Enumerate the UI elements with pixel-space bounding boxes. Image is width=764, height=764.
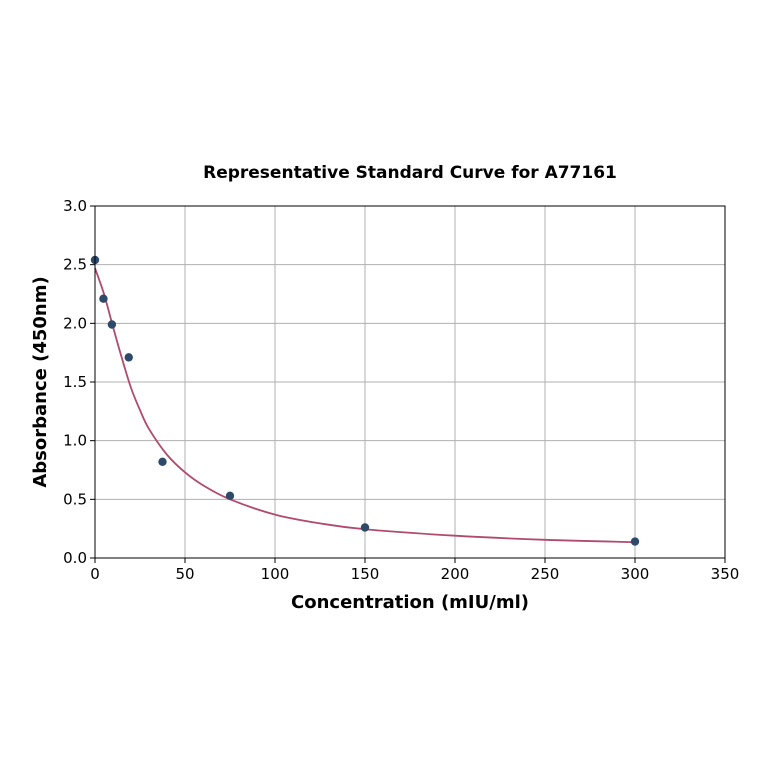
y-tick-label: 1.0 [63, 432, 87, 450]
data-point [99, 294, 108, 303]
data-point [630, 537, 640, 546]
x-tick-label: 300 [621, 565, 650, 583]
y-tick-label: 2.0 [63, 314, 87, 332]
y-axis-label: Absorbance (450nm) [30, 276, 51, 487]
y-tick-label: 3.0 [63, 197, 87, 215]
data-point [124, 353, 133, 362]
fit-curve [94, 267, 636, 544]
x-axis-label: Concentration (mIU/ml) [291, 592, 529, 613]
y-tick-label: 2.5 [63, 256, 87, 274]
x-ticks: 0 50 100 150 200 250 300 350 [90, 558, 739, 583]
data-point [107, 320, 117, 329]
data-point [158, 457, 167, 466]
x-tick-label: 100 [261, 565, 290, 583]
chart-title: Representative Standard Curve for A77161 [203, 163, 617, 183]
data-point [225, 491, 235, 501]
y-tick-label: 0.0 [63, 549, 87, 567]
x-tick-label: 0 [90, 565, 100, 583]
x-tick-label: 200 [441, 565, 470, 583]
x-tick-label: 50 [175, 565, 194, 583]
data-points [90, 255, 640, 546]
x-tick-label: 350 [711, 565, 740, 583]
x-tick-label: 150 [351, 565, 380, 583]
x-tick-label: 250 [531, 565, 560, 583]
y-tick-label: 0.5 [63, 490, 87, 508]
y-ticks: 0.0 0.5 1.0 1.5 2.0 2.5 3.0 [63, 197, 95, 567]
grid [94, 205, 726, 559]
data-point [360, 523, 370, 532]
y-tick-label: 1.5 [63, 373, 87, 391]
